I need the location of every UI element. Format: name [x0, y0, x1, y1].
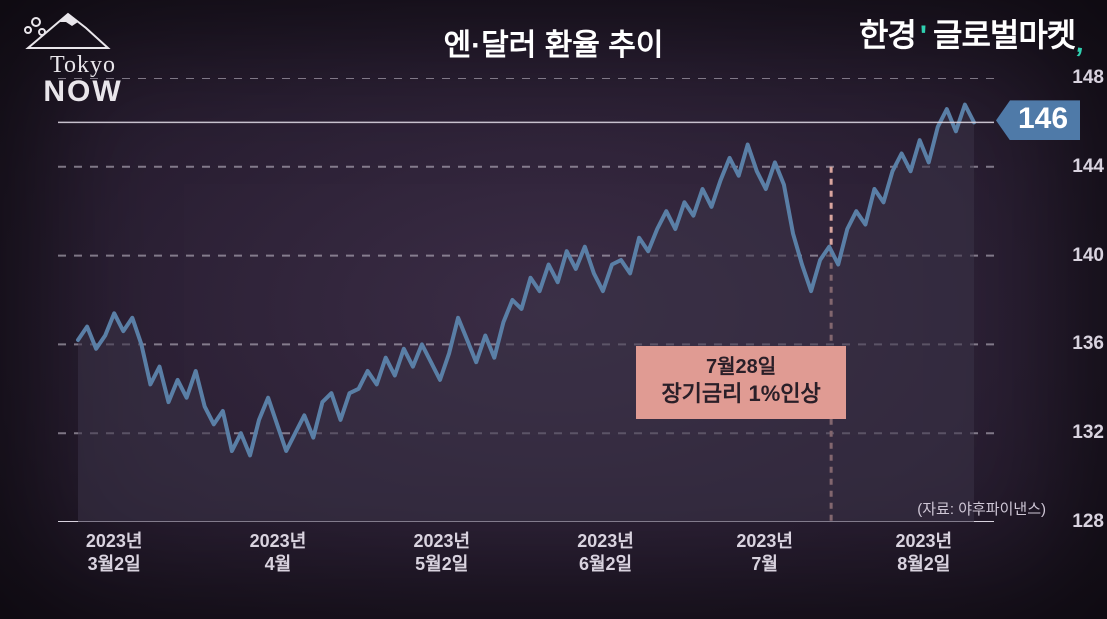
x-tick-label: 2023년 3월2일 [86, 530, 143, 575]
x-tick-label: 2023년 5월2일 [413, 530, 470, 575]
x-tick-label: 2023년 6월2일 [577, 530, 634, 575]
y-tick-label: 140 [1072, 245, 1104, 267]
y-tick-label: 144 [1072, 156, 1104, 178]
annotation-line2: 장기금리 1%인상 [654, 380, 828, 409]
chart-svg [58, 78, 1054, 522]
y-tick-label: 132 [1072, 422, 1104, 444]
x-tick-label: 2023년 4월 [250, 530, 307, 575]
source-label: (자료: 야후파이낸스) [917, 498, 1046, 519]
y-tick-label: 136 [1072, 333, 1104, 355]
y-tick-label: 148 [1072, 67, 1104, 89]
x-tick-label: 2023년 8월2일 [895, 530, 952, 575]
x-tick-label: 2023년 7월 [736, 530, 793, 575]
chart-area: (자료: 야후파이낸스) 1281321361401441482023년 3월2… [58, 78, 1054, 522]
current-value-badge: 146 [996, 100, 1080, 140]
annotation-callout: 7월28일장기금리 1%인상 [636, 346, 846, 419]
y-tick-label: 128 [1072, 511, 1104, 533]
chart-title: 엔·달러 환율 추이 [0, 20, 1107, 64]
annotation-line1: 7월28일 [654, 354, 828, 380]
